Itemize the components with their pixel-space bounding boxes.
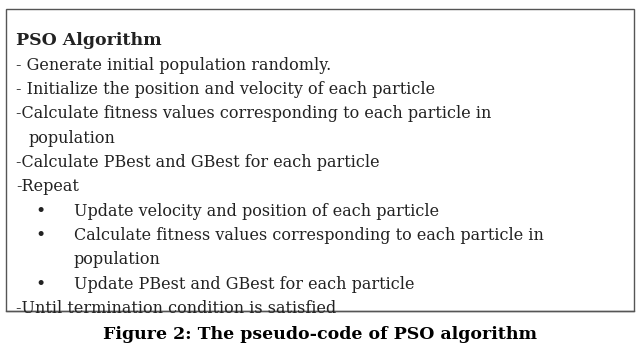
Text: population: population xyxy=(74,251,161,268)
Text: Update PBest and GBest for each particle: Update PBest and GBest for each particle xyxy=(74,276,414,292)
Text: -Repeat: -Repeat xyxy=(16,178,79,195)
Text: •: • xyxy=(35,227,45,244)
Text: Calculate fitness values corresponding to each particle in: Calculate fitness values corresponding t… xyxy=(74,227,543,244)
Text: •: • xyxy=(35,203,45,219)
Text: Figure 2: The pseudo-code of PSO algorithm: Figure 2: The pseudo-code of PSO algorit… xyxy=(103,326,537,343)
Text: - Initialize the position and velocity of each particle: - Initialize the position and velocity o… xyxy=(16,81,435,98)
Text: Update velocity and position of each particle: Update velocity and position of each par… xyxy=(74,203,439,219)
Text: -Calculate PBest and GBest for each particle: -Calculate PBest and GBest for each part… xyxy=(16,154,380,171)
Text: PSO Algorithm: PSO Algorithm xyxy=(16,32,162,49)
Text: -Calculate fitness values corresponding to each particle in: -Calculate fitness values corresponding … xyxy=(16,105,492,122)
Text: population: population xyxy=(29,130,116,146)
Bar xyxy=(6,9,634,311)
Text: - Generate initial population randomly.: - Generate initial population randomly. xyxy=(16,57,332,73)
Text: •: • xyxy=(35,276,45,292)
Text: -Until termination condition is satisfied: -Until termination condition is satisfie… xyxy=(16,300,336,317)
